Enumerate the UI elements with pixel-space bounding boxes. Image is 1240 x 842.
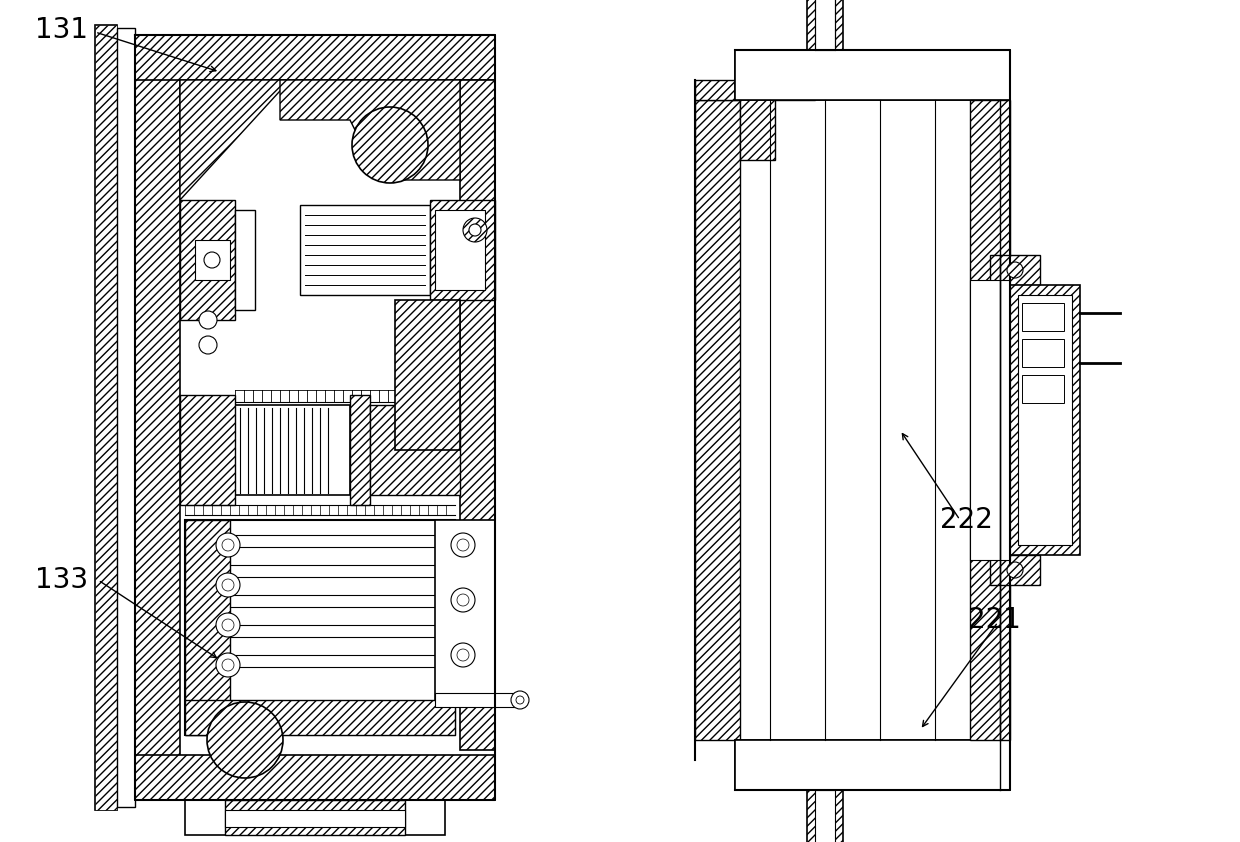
Bar [95,25,117,810]
Bar [694,100,740,740]
Bar [1022,303,1064,331]
Text: 133: 133 [35,566,88,594]
Circle shape [207,702,283,778]
Bar [807,0,843,50]
Text: 131: 131 [35,16,88,44]
Circle shape [352,107,428,183]
Bar [135,755,495,800]
Circle shape [469,224,481,236]
Polygon shape [180,80,290,200]
Bar [224,800,405,835]
Bar [135,35,495,80]
Circle shape [222,659,234,671]
Bar [735,50,1011,100]
Bar [185,520,455,735]
Bar [735,50,1011,100]
Bar [300,205,430,295]
Bar [95,25,117,810]
Bar [224,810,405,827]
Bar [180,395,236,505]
Circle shape [222,619,234,631]
Bar [370,405,460,495]
Circle shape [451,533,475,557]
Bar [1022,375,1064,403]
Bar [117,28,135,807]
Circle shape [511,691,529,709]
Bar [807,790,843,842]
Circle shape [222,579,234,591]
Bar [435,210,485,290]
Bar [236,210,255,310]
Bar [396,300,460,450]
Circle shape [516,696,525,704]
Polygon shape [280,80,460,180]
Bar [435,693,515,707]
Bar [735,740,1011,790]
Circle shape [458,539,469,551]
Bar [1022,339,1064,367]
Polygon shape [694,80,815,160]
Circle shape [1007,562,1023,578]
Text: 221: 221 [968,606,1021,634]
Bar [430,200,495,300]
Circle shape [216,613,241,637]
Bar [180,200,236,320]
Bar [990,255,1040,285]
Bar [815,0,835,50]
Bar [185,800,445,835]
Bar [735,740,1011,790]
Circle shape [216,533,241,557]
Circle shape [451,643,475,667]
Bar [970,280,1011,560]
Circle shape [216,653,241,677]
Circle shape [463,218,487,242]
Bar [815,790,835,842]
Circle shape [458,594,469,606]
Circle shape [1007,262,1023,278]
Bar [970,100,1011,740]
Circle shape [458,649,469,661]
Circle shape [451,588,475,612]
Bar [195,240,229,280]
Bar [135,35,180,790]
Bar [460,80,495,750]
Circle shape [205,252,219,268]
Bar [990,555,1040,585]
Bar [350,395,370,505]
Bar [1018,295,1073,545]
Bar [1011,285,1080,555]
Text: 222: 222 [940,506,993,534]
Circle shape [222,539,234,551]
Bar [236,405,350,495]
Circle shape [198,311,217,329]
Circle shape [198,336,217,354]
Bar [185,700,455,735]
Circle shape [216,573,241,597]
Bar [435,520,495,700]
Bar [185,520,229,735]
